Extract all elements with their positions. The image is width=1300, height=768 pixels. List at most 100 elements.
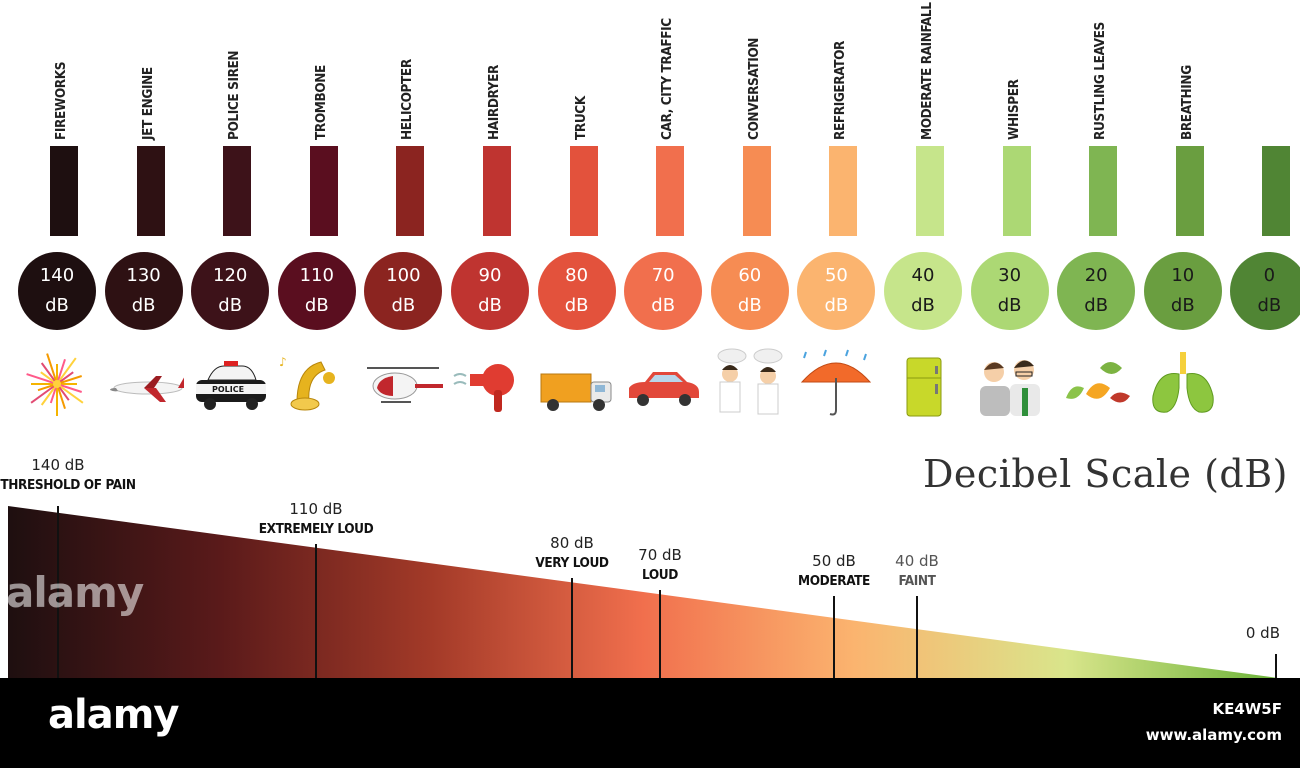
level-bar: [916, 146, 944, 236]
decibel-circle: 40 dB: [884, 252, 962, 330]
marker-decibel: 40 dB: [895, 552, 939, 570]
decibel-circle: 110 dB: [277, 252, 356, 330]
marker-category: FAINT: [898, 573, 936, 589]
level-bar: [569, 146, 598, 236]
decibel-circle: 60 dB: [710, 252, 789, 330]
decibel-circle: 100 dB: [364, 252, 443, 330]
helicopter-icon: [367, 367, 444, 403]
car-icon: [629, 372, 700, 406]
level-bar: [223, 146, 252, 236]
decibel-value: 20: [1084, 265, 1108, 286]
level-bar: [309, 146, 338, 236]
decibel-unit: dB: [478, 295, 502, 316]
decibel-circle: 120 dB: [191, 252, 270, 330]
decibel-value: 70: [651, 265, 675, 286]
decibel-unit: dB: [997, 295, 1022, 316]
level-bar: [1002, 146, 1031, 236]
decibel-value: 50: [824, 265, 848, 286]
level-bar: [396, 146, 425, 236]
level-bar: [1175, 146, 1204, 236]
marker-decibel: 70 dB: [638, 546, 682, 565]
marker-category: MODERATE: [798, 573, 870, 589]
marker-line: [57, 506, 59, 678]
refrigerator-icon: [906, 357, 942, 417]
level-bar: [1262, 146, 1291, 236]
marker-decibel: 0 dB: [1245, 624, 1280, 642]
tuba-icon: ♪: [279, 355, 335, 411]
marker-line: [916, 596, 918, 678]
decibel-unit: dB: [45, 295, 69, 316]
lungs-icon: [1152, 352, 1214, 413]
decibel-unit: dB: [737, 295, 762, 316]
decibel-unit: dB: [391, 295, 416, 316]
decibel-circle: 20 dB: [1057, 252, 1136, 330]
decibel-unit: dB: [304, 295, 329, 316]
level-bar: [483, 146, 511, 236]
decibel-value: 90: [478, 265, 502, 286]
level-bar: [136, 146, 165, 236]
marker-decibel: 50 dB: [812, 552, 856, 570]
decibel-value: 110: [299, 265, 334, 286]
chart-title: Decibel Scale (dB): [922, 452, 1288, 496]
decibel-value: 140: [39, 265, 75, 286]
level-bar: [1089, 146, 1118, 236]
watermark-logo: alamy: [48, 692, 179, 738]
decibel-value: 100: [386, 265, 421, 286]
watermark-url: www.alamy.com: [1145, 726, 1282, 744]
decibel-value: 0: [1263, 265, 1276, 286]
decibel-unit: dB: [1257, 295, 1282, 316]
decibel-circle: 0 dB: [1230, 252, 1300, 330]
svg-text:POLICE: POLICE: [212, 385, 244, 394]
umbrella-rain-icon: [801, 349, 872, 416]
marker-category: THRESHOLD OF PAIN: [0, 477, 136, 493]
decibel-unit: dB: [651, 295, 676, 316]
decibel-unit: dB: [1170, 295, 1195, 316]
conversation-icon: [717, 348, 783, 415]
decibel-circle: 90 dB: [451, 252, 529, 330]
marker-category: EXTREMELY LOUD: [258, 520, 374, 537]
decibel-value: 120: [213, 265, 248, 286]
level-bar: [742, 146, 771, 236]
watermark-image-id: KE4W5F: [1212, 700, 1282, 718]
decibel-unit: dB: [824, 295, 849, 316]
decibel-unit: dB: [1084, 295, 1109, 316]
marker-line: [315, 543, 317, 678]
decibel-circle: 50 dB: [797, 252, 876, 330]
decibel-value: 80: [565, 265, 589, 286]
decibel-unit: dB: [218, 295, 243, 316]
marker-decibel: 80 dB: [550, 534, 594, 553]
level-bar: [656, 146, 685, 236]
loudness-wedge-shape: [8, 506, 1278, 678]
marker-line: [659, 590, 661, 678]
hairdryer-icon: [453, 364, 514, 412]
level-bar: [829, 146, 858, 236]
whisper-icon: [979, 360, 1040, 416]
watermark-bar: [0, 678, 1300, 768]
marker-line: [571, 578, 573, 678]
decibel-value: 60: [738, 265, 762, 286]
fireworks-icon: [26, 353, 84, 416]
decibel-circle: 10 dB: [1143, 252, 1222, 330]
truck-icon: [540, 373, 612, 411]
decibel-circle: 130 dB: [104, 252, 183, 330]
decibel-circle: 80 dB: [537, 252, 616, 330]
marker-decibel: 110 dB: [289, 499, 343, 518]
marker-line: [1275, 654, 1277, 678]
decibel-circle: 140 dB: [18, 252, 96, 330]
level-bar: [50, 146, 78, 236]
police-car-icon: POLICE: [196, 361, 267, 410]
marker-line: [833, 596, 835, 678]
decibel-circle: 70 dB: [624, 252, 703, 330]
leaves-icon: [1066, 362, 1131, 403]
decibel-value: 130: [126, 265, 161, 286]
airplane-icon: [109, 376, 184, 402]
marker-category: LOUD: [642, 567, 678, 584]
decibel-unit: dB: [564, 295, 589, 316]
decibel-unit: dB: [131, 295, 156, 316]
marker-category: VERY LOUD: [535, 555, 609, 572]
decibel-circle: 30 dB: [970, 252, 1049, 330]
decibel-value: 30: [998, 265, 1022, 286]
decibel-unit: dB: [911, 295, 935, 316]
